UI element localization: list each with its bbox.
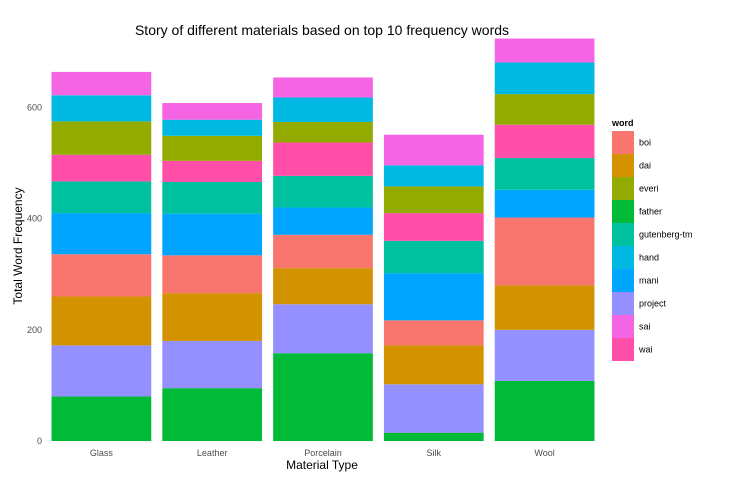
legend-label-boi: boi [639,138,651,148]
bar-segment-glass-sai [51,71,152,96]
bar-segment-glass-project [51,345,152,397]
legend-key-dai [612,154,634,177]
bar-segment-silk-project [383,384,484,433]
bar-segment-glass-hand [51,95,152,122]
bar-segment-silk-dai [383,345,484,385]
y-tick-label: 200 [27,325,42,335]
bar-segment-wool-sai [494,38,595,63]
bar-segment-wool-hand [494,62,595,95]
bar-segment-leather-hand [162,119,263,136]
x-tick-label: Silk [427,448,442,458]
y-axis: 0 200 400 600 [27,102,42,446]
bar-segment-silk-sai [383,134,484,166]
legend-key-sai [612,315,634,338]
legend-label-everi: everi [639,184,659,194]
bar-segment-silk-everi [383,186,484,214]
bar-segment-leather-gutenberg-tm [162,181,263,214]
bar-segment-silk-wai [383,213,484,241]
legend-key-project [612,292,634,315]
bar-segment-porcelain-mani [273,207,373,235]
bar-segment-glass-wai [51,154,152,182]
bar-segment-wool-boi [494,217,595,286]
bar-segment-leather-father [162,388,263,441]
bar-segment-glass-father [51,396,152,441]
bar-segment-leather-mani [162,213,263,256]
legend-key-everi [612,177,634,200]
x-axis: Glass Leather Porcelain Silk Wool [90,448,555,458]
x-axis-title: Material Type [286,458,358,472]
bar-segment-porcelain-dai [273,268,373,305]
legend-label-mani: mani [639,276,659,286]
bar-segment-leather-everi [162,135,263,161]
bar-segment-glass-everi [51,121,152,155]
bars-layer [51,38,595,441]
legend: word boi dai everi father gutenberg-tm hand ma… [611,118,693,361]
legend-label-wai: wai [638,345,653,355]
legend-label-gutenberg-tm: gutenberg-tm [639,230,693,240]
legend-key-hand [612,246,634,269]
bar-segment-porcelain-project [273,304,373,354]
bar-segment-wool-gutenberg-tm [494,158,595,190]
y-tick-label: 400 [27,214,42,224]
legend-label-hand: hand [639,253,659,263]
bar-segment-leather-sai [162,103,263,120]
bar-segment-glass-mani [51,213,152,255]
bar-segment-porcelain-wai [273,142,373,176]
bar-segment-glass-gutenberg-tm [51,181,152,214]
y-tick-label: 0 [37,436,42,446]
x-tick-label: Wool [534,448,554,458]
bar-segment-glass-dai [51,296,152,346]
legend-key-mani [612,269,634,292]
bar-segment-porcelain-everi [273,121,373,143]
legend-label-project: project [639,299,667,309]
x-tick-label: Leather [197,448,228,458]
legend-title: word [611,118,634,128]
bar-segment-wool-dai [494,285,595,330]
bar-segment-leather-project [162,340,263,389]
bar-segment-silk-hand [383,165,484,187]
chart-title: Story of different materials based on to… [135,22,509,38]
legend-key-father [612,200,634,223]
bar-segment-porcelain-hand [273,97,373,122]
legend-key-gutenberg-tm [612,223,634,246]
bar-segment-porcelain-gutenberg-tm [273,175,373,208]
y-axis-title: Total Word Frequency [11,187,25,304]
bar-segment-wool-father [494,380,595,441]
legend-key-boi [612,131,634,154]
bar-segment-porcelain-sai [273,77,373,98]
bar-segment-leather-boi [162,255,263,294]
bar-segment-silk-father [383,432,484,441]
bar-segment-leather-wai [162,160,263,182]
bar-segment-silk-gutenberg-tm [383,240,484,274]
x-tick-label: Glass [90,448,114,458]
bar-segment-wool-everi [494,94,595,125]
bar-segment-silk-boi [383,320,484,346]
legend-label-sai: sai [639,322,651,332]
bar-segment-silk-mani [383,273,484,321]
x-tick-label: Porcelain [304,448,342,458]
bar-segment-wool-wai [494,124,595,159]
legend-key-wai [612,338,634,361]
bar-segment-porcelain-father [273,353,373,441]
bar-segment-wool-project [494,329,595,381]
legend-label-dai: dai [639,161,651,171]
bar-segment-porcelain-boi [273,234,373,269]
y-tick-label: 600 [27,102,42,112]
legend-label-father: father [639,207,662,217]
bar-segment-glass-boi [51,254,152,297]
bar-segment-wool-mani [494,189,595,218]
bar-segment-leather-dai [162,293,263,341]
